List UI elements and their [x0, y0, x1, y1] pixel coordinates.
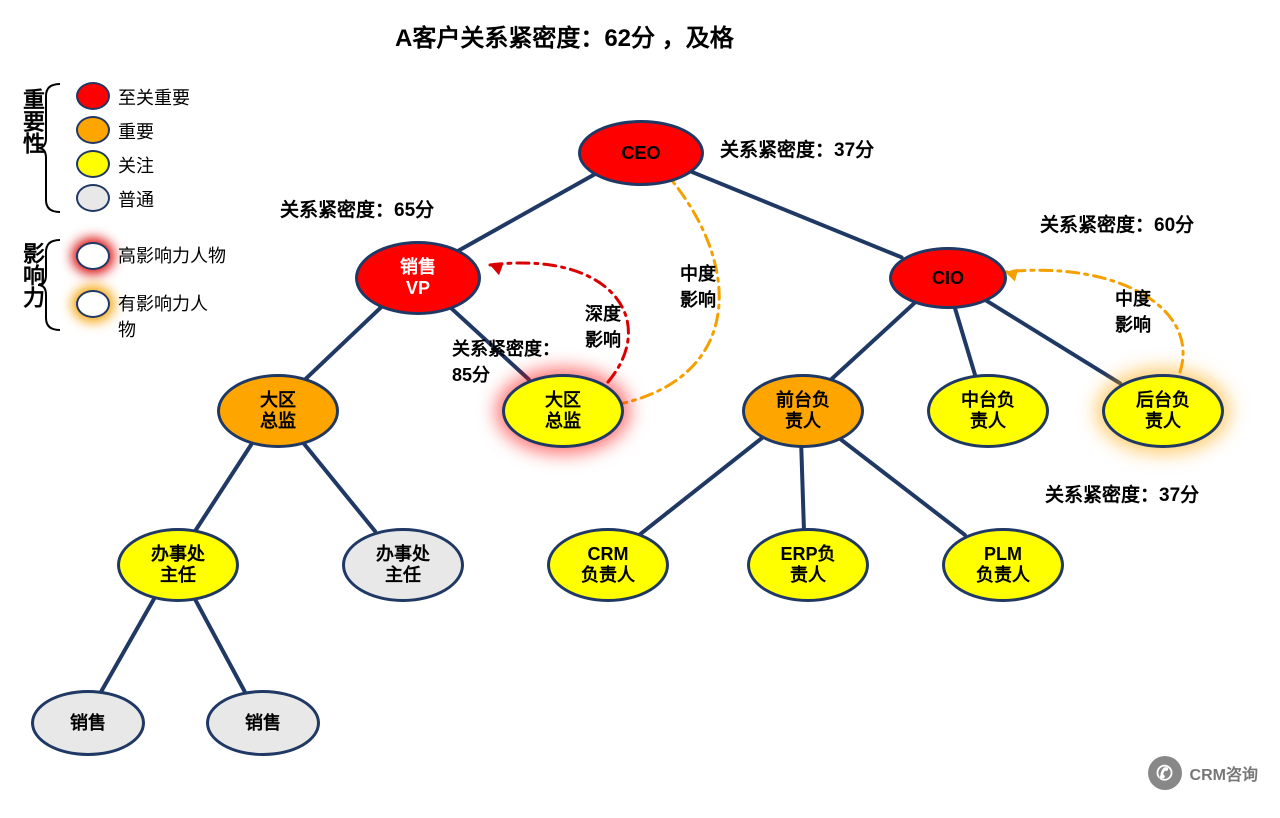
- legend-label: 重要: [118, 118, 154, 144]
- annotation-4: 关系紧密度：37分: [1045, 480, 1199, 507]
- org-node-crm: CRM 负责人: [547, 528, 669, 602]
- legend-label: 高影响力人物: [118, 242, 226, 268]
- org-node-office1: 办事处 主任: [117, 528, 239, 602]
- watermark-text: CRM咨询: [1190, 761, 1258, 785]
- org-node-plm: PLM 负责人: [942, 528, 1064, 602]
- tree-edge: [640, 435, 766, 534]
- legend-section-title: 重要性: [16, 88, 48, 154]
- org-node-front: 前台负 责人: [742, 374, 864, 448]
- watermark: ✆ CRM咨询: [1148, 756, 1258, 790]
- tree-edge: [980, 297, 1120, 384]
- tree-edge: [101, 594, 156, 691]
- wechat-icon: ✆: [1148, 756, 1182, 790]
- org-node-mid: 中台负 责人: [927, 374, 1049, 448]
- legend-dot: [76, 150, 110, 178]
- tree-edge: [305, 304, 384, 379]
- legend-section-title: 影响力: [16, 242, 48, 308]
- annotation-0: 关系紧密度：37分: [720, 135, 874, 162]
- tree-edge: [685, 169, 902, 257]
- page-title: A客户关系紧密度：62分 ，及格: [395, 18, 734, 53]
- org-node-cio: CIO: [889, 247, 1007, 309]
- annotation-6: 中度 影响: [680, 260, 716, 312]
- tree-edge: [953, 303, 975, 375]
- org-node-ceo: CEO: [578, 120, 704, 186]
- legend-label: 至关重要: [118, 84, 190, 110]
- tree-edge: [458, 172, 598, 251]
- annotation-5: 深度 影响: [585, 300, 621, 352]
- tree-edge: [196, 440, 255, 530]
- legend-label: 普通: [118, 186, 154, 212]
- tree-edge: [801, 442, 804, 528]
- annotation-3: 关系紧密度： 85分: [452, 335, 560, 387]
- legend-dot: [76, 82, 110, 110]
- org-node-sales2: 销售: [206, 690, 320, 756]
- legend-dot: [76, 290, 110, 318]
- org-node-region1: 大区 总监: [217, 374, 339, 448]
- org-node-sales1: 销售: [31, 690, 145, 756]
- tree-edge: [835, 435, 965, 535]
- tree-edge: [831, 300, 918, 380]
- influence-arrowhead: [488, 259, 504, 276]
- tree-edge: [300, 439, 375, 532]
- legend-dot: [76, 184, 110, 212]
- annotation-1: 关系紧密度：65分: [280, 195, 434, 222]
- annotation-2: 关系紧密度：60分: [1040, 210, 1194, 237]
- org-node-salesvp: 销售 VP: [355, 241, 481, 315]
- annotation-7: 中度 影响: [1115, 285, 1151, 337]
- tree-edge: [192, 594, 244, 691]
- legend-label: 关注: [118, 152, 154, 178]
- org-node-office2: 办事处 主任: [342, 528, 464, 602]
- legend-dot: [76, 242, 110, 270]
- org-node-erp: ERP负 责人: [747, 528, 869, 602]
- org-node-back: 后台负 责人: [1102, 374, 1224, 448]
- legend-label: 有影响力人 物: [118, 290, 208, 342]
- legend-dot: [76, 116, 110, 144]
- influence-arrow: [1005, 270, 1183, 372]
